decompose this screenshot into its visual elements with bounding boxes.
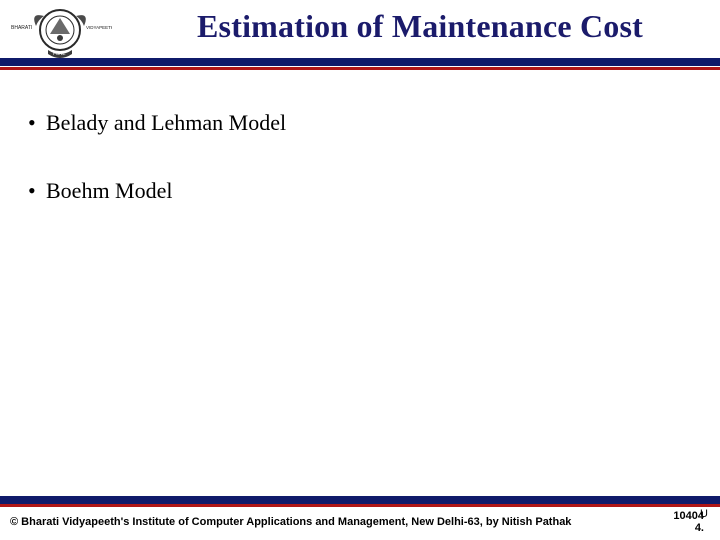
bullet-marker: • <box>28 178 46 204</box>
bullet-item: • Boehm Model <box>28 178 692 204</box>
svg-text:BHARATI: BHARATI <box>11 25 32 31</box>
header-rule-navy <box>0 58 720 66</box>
bullet-marker: • <box>28 110 46 136</box>
header-rule-red <box>0 67 720 70</box>
institution-logo-icon: BHARATI VIDYAPEETH PUNE <box>8 4 112 60</box>
slide: BHARATI VIDYAPEETH PUNE Estimation of Ma… <box>0 0 720 540</box>
bullet-text: Belady and Lehman Model <box>46 110 286 136</box>
page-num-secondary: 4. <box>695 522 704 534</box>
bullet-item: • Belady and Lehman Model <box>28 110 692 136</box>
slide-header: BHARATI VIDYAPEETH PUNE Estimation of Ma… <box>0 0 720 64</box>
slide-content: • Belady and Lehman Model • Boehm Model <box>28 110 692 246</box>
footer-rule-red <box>0 504 720 507</box>
footer-rule-navy <box>0 496 720 504</box>
slide-footer: © Bharati Vidyapeeth's Institute of Comp… <box>10 508 710 534</box>
footer-page-number: 10404 4. <box>673 510 704 534</box>
slide-title: Estimation of Maintenance Cost <box>130 8 710 45</box>
footer-copyright: © Bharati Vidyapeeth's Institute of Comp… <box>10 516 571 528</box>
bullet-text: Boehm Model <box>46 178 173 204</box>
svg-text:PUNE: PUNE <box>53 51 66 56</box>
svg-text:VIDYAPEETH: VIDYAPEETH <box>86 25 112 30</box>
page-num-primary: 10404 <box>673 510 704 522</box>
